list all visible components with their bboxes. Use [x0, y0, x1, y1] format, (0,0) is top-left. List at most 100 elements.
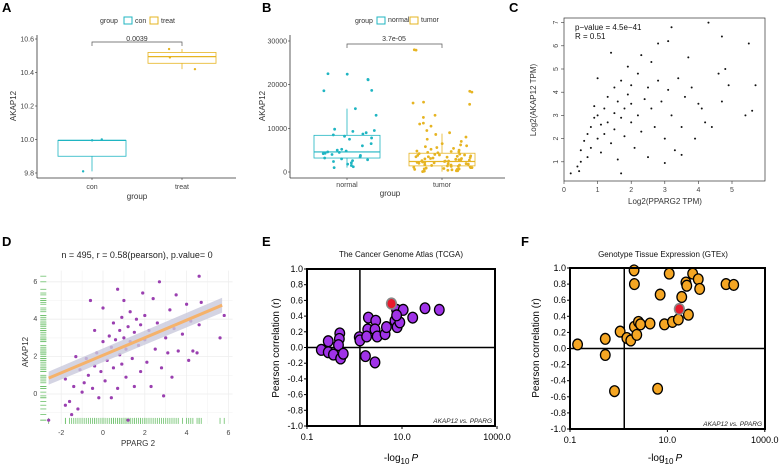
data-point	[130, 356, 134, 361]
data-point	[90, 139, 94, 142]
data-point	[616, 158, 619, 161]
data-point	[667, 40, 670, 43]
panel-a: group con treat 0.0039 con treat group A…	[9, 16, 189, 201]
data-point	[391, 309, 403, 322]
data-point	[583, 139, 586, 142]
data-point	[430, 164, 434, 167]
data-point	[120, 315, 124, 319]
data-point	[425, 137, 429, 141]
x-tick-label: 0.1	[301, 432, 314, 442]
data-point	[623, 107, 626, 110]
y-tick-label: 5	[553, 67, 560, 71]
y-tick-label: 2	[553, 137, 560, 141]
data-point	[344, 149, 348, 153]
x-tick-label: 10.0	[659, 435, 677, 445]
data-point	[455, 154, 459, 158]
data-point	[88, 298, 93, 303]
data-point	[633, 146, 636, 149]
x-axis-title: -log10 P	[648, 453, 683, 466]
data-point	[640, 130, 643, 133]
legend-label-con: con	[135, 18, 146, 25]
significance-bracket	[346, 43, 443, 48]
data-point	[457, 158, 461, 162]
y-tick-label: 0.4	[290, 311, 303, 321]
data-point	[419, 302, 431, 315]
y-tick-label: 4	[553, 90, 560, 94]
y-tick-label: -1.0	[287, 421, 303, 431]
data-point	[569, 172, 572, 175]
data-point	[349, 161, 353, 165]
data-point	[644, 317, 656, 330]
data-point	[578, 170, 581, 173]
highlighted-point	[385, 297, 398, 310]
box-iqr	[57, 139, 127, 157]
data-point	[653, 126, 656, 128]
data-point	[168, 56, 172, 59]
data-point	[596, 137, 599, 140]
data-point	[369, 356, 381, 369]
x-tick-label: 1000.0	[751, 435, 779, 445]
data-point	[145, 360, 149, 364]
y-tick-label: 10.0	[20, 137, 34, 144]
y-tick-label: 0.2	[290, 327, 303, 337]
data-point	[442, 167, 446, 170]
data-point	[720, 35, 723, 38]
data-point	[166, 351, 170, 355]
y-tick-label: -0.8	[550, 408, 566, 418]
data-point	[326, 150, 330, 154]
data-point	[599, 123, 602, 126]
data-point	[380, 321, 392, 334]
annotation-r: R = 0.51	[575, 32, 606, 41]
data-point	[321, 152, 325, 156]
y-tick-label: -0.2	[287, 358, 303, 368]
data-point	[323, 156, 327, 160]
data-point	[613, 86, 616, 89]
data-point	[359, 350, 371, 363]
data-point	[606, 95, 609, 98]
data-point	[643, 98, 646, 101]
y-tick-label: 30000	[268, 39, 288, 46]
data-point	[443, 159, 447, 163]
data-point	[628, 278, 640, 291]
y-tick-label: 10.4	[20, 70, 34, 77]
data-point	[667, 88, 670, 91]
significance-bracket	[91, 41, 183, 46]
highlighted-point	[673, 302, 685, 316]
data-point	[728, 278, 740, 291]
data-point	[331, 133, 335, 137]
data-point	[176, 349, 180, 353]
data-point	[620, 116, 623, 119]
data-point	[72, 384, 76, 389]
data-point	[124, 375, 128, 379]
data-point	[134, 317, 139, 321]
data-point	[694, 137, 697, 140]
data-point	[63, 377, 67, 381]
data-point	[413, 167, 417, 171]
chart-title: The Cancer Genome Atlas (TCGA)	[339, 250, 463, 259]
panel-letter-e: E	[262, 234, 271, 249]
data-point	[717, 72, 720, 75]
y-tick-label: 0.6	[553, 295, 566, 305]
data-point	[116, 386, 120, 390]
data-point	[457, 150, 461, 154]
data-point	[157, 280, 162, 284]
data-point	[606, 121, 609, 124]
data-point	[415, 160, 419, 164]
data-point	[421, 121, 425, 125]
data-point	[218, 336, 222, 340]
x-axis-title: Log2(PPARG2 TPM)	[628, 197, 702, 206]
data-point	[322, 89, 326, 93]
data-point	[122, 298, 126, 303]
data-point	[433, 303, 445, 316]
data-point	[111, 321, 116, 325]
data-point	[744, 114, 747, 117]
y-tick-label: 0.0	[553, 344, 566, 354]
data-point	[199, 300, 203, 304]
data-point	[418, 122, 422, 126]
data-point	[101, 340, 105, 344]
data-point	[435, 146, 439, 149]
y-tick-label: 9.8	[24, 171, 34, 178]
data-point	[423, 145, 427, 149]
x-tick-label: 5	[730, 187, 734, 194]
data-point	[650, 61, 653, 64]
